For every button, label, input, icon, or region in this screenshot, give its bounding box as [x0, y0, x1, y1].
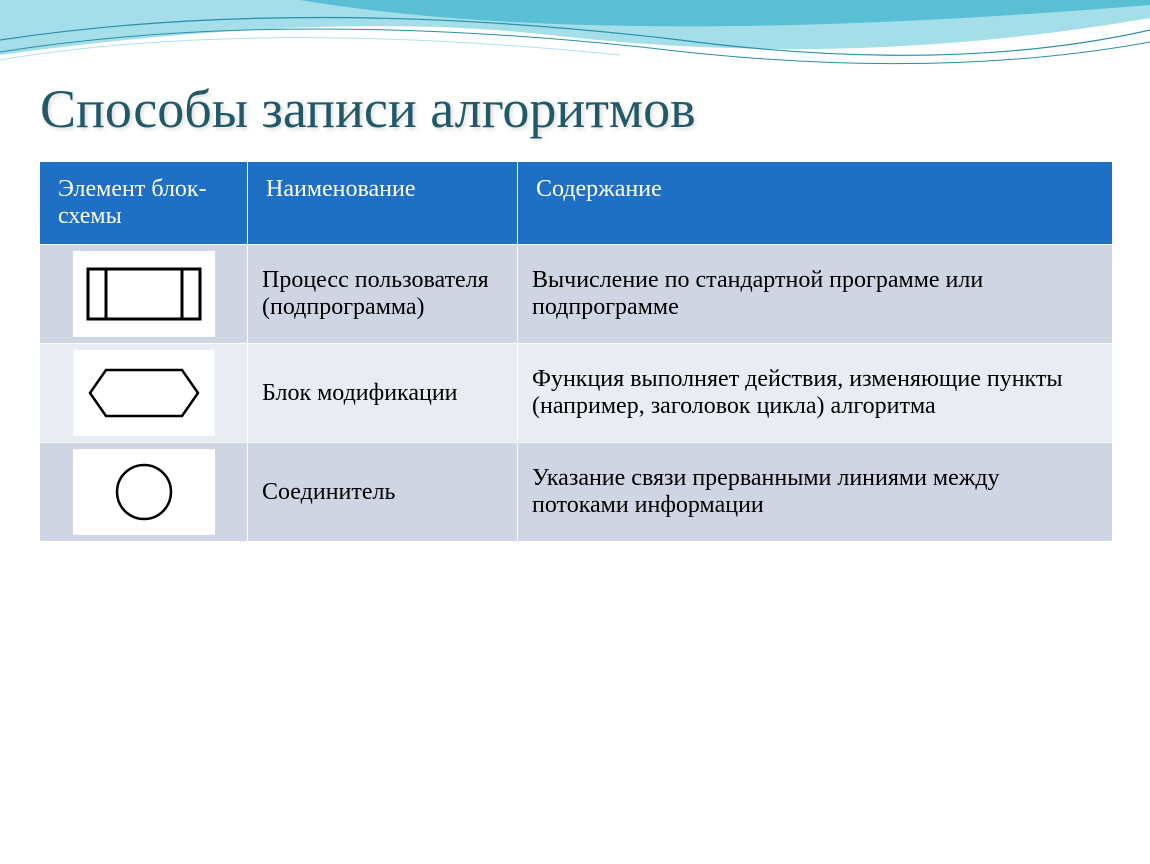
col-header-element: Элемент блок-схемы — [40, 162, 248, 244]
connector-circle-icon — [104, 457, 184, 527]
col-header-content: Содержание — [518, 162, 1112, 244]
desc-cell: Указание связи прерванными линиями между… — [518, 443, 1112, 541]
flowchart-elements-table: Элемент блок-схемы Наименование Содержан… — [40, 162, 1112, 541]
desc-cell: Функция выполняет действия, изменяющие п… — [518, 344, 1112, 442]
modification-hexagon-icon — [84, 364, 204, 422]
table-row: Блок модификации Функция выполняет дейст… — [40, 343, 1112, 442]
slide-title: Способы записи алгоритмов — [40, 78, 696, 140]
desc-cell: Вычисление по стандартной программе или … — [518, 245, 1112, 343]
col-header-name: Наименование — [248, 162, 518, 244]
icon-cell — [40, 344, 248, 442]
predefined-process-icon — [84, 265, 204, 323]
icon-cell — [40, 443, 248, 541]
table-row: Соединитель Указание связи прерванными л… — [40, 442, 1112, 541]
name-cell: Процесс пользователя (подпрограмма) — [248, 245, 518, 343]
icon-cell — [40, 245, 248, 343]
name-cell: Блок модификации — [248, 344, 518, 442]
table-header-row: Элемент блок-схемы Наименование Содержан… — [40, 162, 1112, 244]
table-row: Процесс пользователя (подпрограмма) Вычи… — [40, 244, 1112, 343]
name-cell: Соединитель — [248, 443, 518, 541]
